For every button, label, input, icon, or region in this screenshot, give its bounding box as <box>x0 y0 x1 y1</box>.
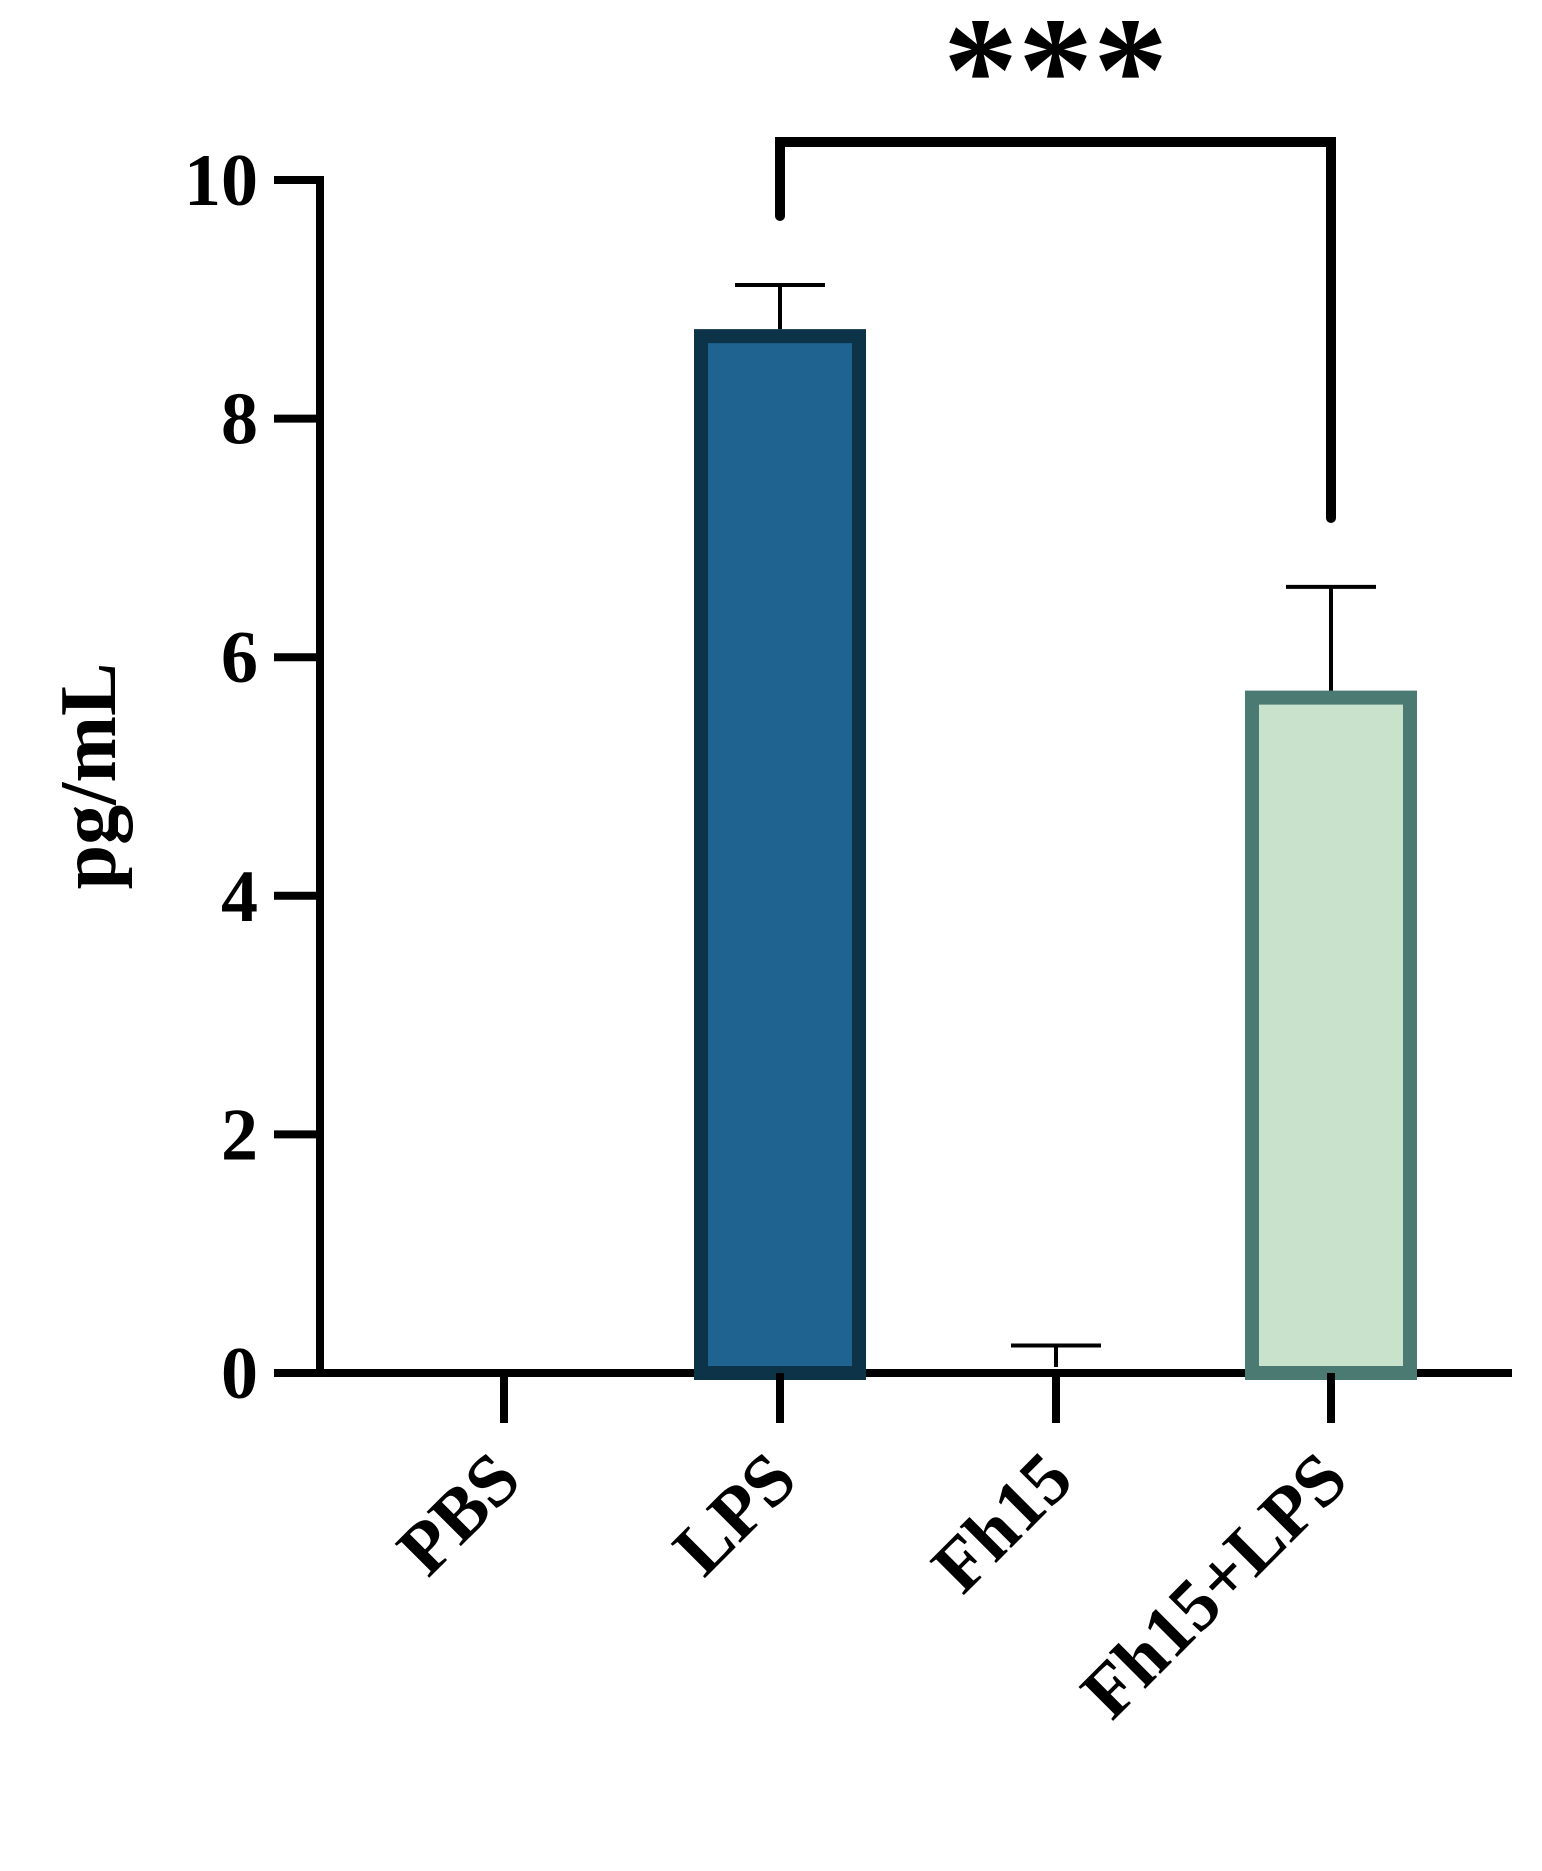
y-tick-label: 0 <box>221 1333 258 1415</box>
significance-bracket <box>775 137 1336 523</box>
y-tick-label: 2 <box>221 1094 258 1176</box>
y-tick-label: 4 <box>221 856 258 938</box>
y-tick-label: 10 <box>184 140 258 222</box>
error-bar <box>1286 584 1376 691</box>
x-tick-label: Fh15+LPS <box>1066 1437 1363 1734</box>
y-tick-label: 6 <box>221 617 258 699</box>
error-bar <box>735 282 825 330</box>
y-tick-label: 8 <box>221 379 258 461</box>
error-bar <box>1011 1343 1101 1368</box>
x-tick-label: Fh15 <box>917 1437 1088 1608</box>
bar <box>1245 690 1417 1380</box>
significance-label: *** <box>943 0 1168 153</box>
bar <box>694 329 866 1380</box>
x-tick-label: LPS <box>658 1437 812 1591</box>
x-tick-label: PBS <box>382 1437 536 1591</box>
y-axis-label: pg/mL <box>45 663 133 890</box>
